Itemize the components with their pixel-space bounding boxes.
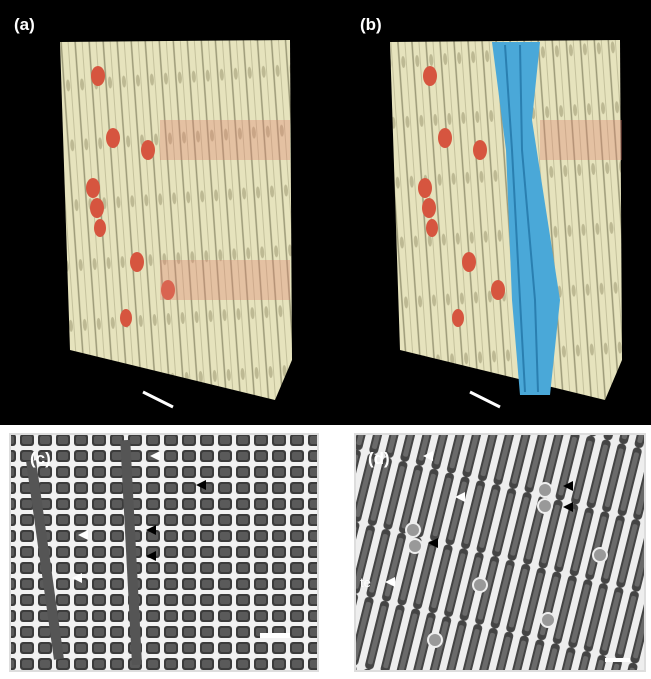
panel-label: (d) bbox=[368, 449, 390, 468]
panel-label: (b) bbox=[360, 15, 382, 34]
panel-d: te (d) bbox=[355, 434, 645, 671]
ray-band bbox=[160, 120, 290, 160]
wood-block bbox=[60, 40, 292, 400]
ray-band bbox=[160, 260, 290, 300]
panel-c: (c) bbox=[10, 434, 318, 671]
panel-label: (a) bbox=[14, 15, 35, 34]
panel-label: (c) bbox=[30, 449, 51, 468]
scale-bar bbox=[260, 633, 290, 638]
scale-bar bbox=[605, 658, 630, 662]
annotation: te bbox=[360, 575, 371, 590]
figure: (a) (b) (c) bbox=[0, 0, 651, 679]
ray-band bbox=[540, 120, 622, 160]
